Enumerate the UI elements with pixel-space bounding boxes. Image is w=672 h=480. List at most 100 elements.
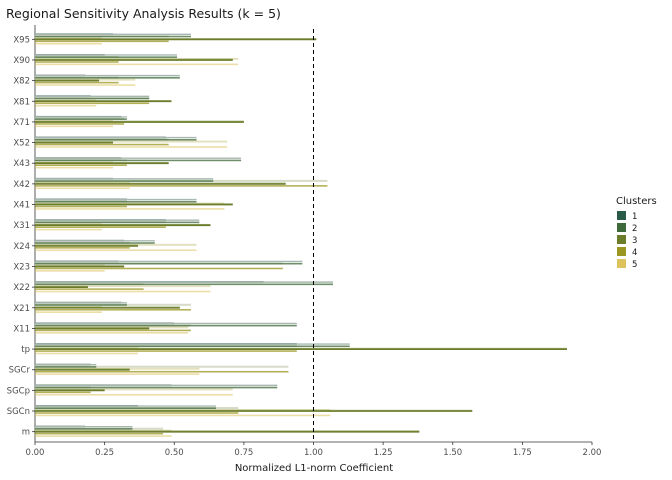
y-tick-label-X43: X43 bbox=[13, 159, 30, 169]
bar-X41-cluster-5 bbox=[35, 208, 225, 210]
bar-X11-cluster-2 bbox=[35, 324, 297, 327]
bar-SGCr-cluster-5 bbox=[35, 373, 200, 375]
bar-X42-cluster-4 bbox=[35, 185, 328, 187]
y-tick-label-X41: X41 bbox=[13, 201, 30, 211]
legend-label-5: 5 bbox=[632, 260, 637, 270]
x-tick-label: 0.50 bbox=[165, 448, 184, 458]
y-tick-label-X52: X52 bbox=[13, 139, 30, 149]
bar-X90-cluster-5 bbox=[35, 63, 239, 66]
y-tick-label-X42: X42 bbox=[13, 180, 30, 190]
legend-label-2: 2 bbox=[632, 224, 637, 234]
legend-swatch-3 bbox=[617, 235, 626, 244]
bar-X95-cluster-4 bbox=[35, 40, 169, 43]
bar-fill-X52-3 bbox=[35, 140, 228, 143]
bar-tp-cluster-2 bbox=[35, 345, 350, 348]
bar-X21-cluster-2 bbox=[35, 304, 127, 306]
legend-swatch-2 bbox=[617, 223, 626, 232]
x-tick-label: 1.25 bbox=[374, 448, 393, 458]
bar-X41-cluster-4 bbox=[35, 205, 127, 208]
y-tick-label-m: m bbox=[22, 428, 30, 438]
chart-title: Regional Sensitivity Analysis Results (k… bbox=[6, 6, 281, 21]
legend-label-4: 4 bbox=[632, 248, 637, 258]
bar-X43-cluster-2 bbox=[35, 159, 242, 162]
y-tick-label-X23: X23 bbox=[13, 262, 30, 272]
bar-X22-cluster-2 bbox=[35, 283, 333, 286]
y-tick-label-X11: X11 bbox=[13, 324, 30, 334]
bar-tp-cluster-5 bbox=[35, 352, 139, 355]
legend-label-1: 1 bbox=[632, 212, 637, 222]
bar-m-cluster-2 bbox=[35, 428, 133, 430]
bar-X24-cluster-2 bbox=[35, 242, 155, 244]
bar-X71-cluster-5 bbox=[35, 125, 113, 128]
bar-X23-cluster-5 bbox=[35, 270, 105, 272]
bar-X52-cluster-5 bbox=[35, 146, 228, 148]
x-tick-label: 0.75 bbox=[234, 448, 253, 458]
bar-X90-cluster-2 bbox=[35, 56, 178, 58]
bar-fill-SGCr-2 bbox=[35, 365, 289, 368]
y-tick-label-X81: X81 bbox=[13, 97, 30, 107]
bar-X95-cluster-5 bbox=[35, 42, 102, 45]
x-tick-label: 2.00 bbox=[583, 448, 602, 458]
bar-X71-cluster-2 bbox=[35, 118, 127, 120]
bar-X82-cluster-5 bbox=[35, 84, 136, 86]
y-tick-label-SGCp: SGCp bbox=[7, 386, 30, 396]
bar-X43-cluster-4 bbox=[35, 164, 127, 167]
bar-X23-cluster-4 bbox=[35, 267, 283, 270]
legend-title: Clusters bbox=[616, 196, 657, 207]
bar-SGCp-cluster-2 bbox=[35, 386, 278, 389]
y-tick-label-SGCr: SGCr bbox=[9, 366, 31, 376]
x-tick-label: 1.50 bbox=[443, 448, 462, 458]
y-tick-label-X22: X22 bbox=[13, 283, 30, 293]
bar-X24-cluster-5 bbox=[35, 249, 197, 252]
bar-m-cluster-4 bbox=[35, 432, 164, 435]
bar-X90-cluster-4 bbox=[35, 61, 119, 63]
bar-X31-cluster-4 bbox=[35, 226, 166, 228]
bar-X43-cluster-5 bbox=[35, 166, 113, 169]
bar-fill-SGCp-3 bbox=[35, 388, 233, 391]
bar-X11-cluster-4 bbox=[35, 329, 191, 332]
bar-tp-cluster-4 bbox=[35, 350, 297, 352]
bar-X81-cluster-5 bbox=[35, 104, 97, 107]
legend-swatch-5 bbox=[617, 259, 626, 268]
x-axis-ticks: 0.00 0.25 0.50 0.75 1.00 1.25 1.50 1.75 2.00 bbox=[26, 442, 602, 458]
x-tick-label: 1.75 bbox=[513, 448, 532, 458]
plot-area bbox=[34, 25, 592, 443]
bar-X81-cluster-4 bbox=[35, 102, 150, 105]
x-tick-label: 1.00 bbox=[304, 448, 323, 458]
bar-SGCr-cluster-4 bbox=[35, 370, 289, 373]
y-axis-ticks: X95 X90 X82 X81 X71 X52 X43 X42 X41 X31 X24 X23 X22 X… bbox=[7, 35, 35, 438]
bar-SGCp-cluster-5 bbox=[35, 393, 233, 396]
bar-X52-cluster-4 bbox=[35, 143, 169, 146]
y-tick-label-tp: tp bbox=[21, 345, 30, 355]
x-tick-label: 0.25 bbox=[95, 448, 114, 458]
legend-label-3: 3 bbox=[632, 236, 637, 246]
bar-X42-cluster-5 bbox=[35, 187, 130, 190]
bar-X42-cluster-2 bbox=[35, 180, 214, 182]
bar-X21-cluster-5 bbox=[35, 311, 102, 313]
bar-X41-cluster-2 bbox=[35, 200, 197, 203]
bar-X82-cluster-2 bbox=[35, 77, 180, 79]
y-tick-label-X95: X95 bbox=[13, 35, 30, 45]
bar-X31-cluster-5 bbox=[35, 228, 102, 231]
bar-X71-cluster-4 bbox=[35, 123, 125, 125]
bar-X21-cluster-4 bbox=[35, 308, 191, 311]
bar-m-cluster-5 bbox=[35, 435, 172, 437]
bar-SGCn-cluster-4 bbox=[35, 412, 239, 414]
bar-X24-cluster-4 bbox=[35, 247, 130, 249]
bar-X52-cluster-2 bbox=[35, 138, 197, 141]
bar-SGCr-cluster-2 bbox=[35, 366, 97, 368]
legend-swatch-1 bbox=[617, 211, 626, 220]
bar-SGCn-cluster-5 bbox=[35, 414, 331, 417]
x-axis-title: Normalized L1-norm Coefficient bbox=[235, 463, 393, 474]
bar-X82-cluster-4 bbox=[35, 81, 119, 84]
bar-fill-X22-3 bbox=[35, 285, 211, 288]
y-tick-label-X71: X71 bbox=[13, 118, 30, 128]
bar-X11-cluster-5 bbox=[35, 332, 189, 334]
y-tick-label-X31: X31 bbox=[13, 221, 30, 231]
x-tick-label: 0.00 bbox=[26, 448, 45, 458]
bar-X81-cluster-2 bbox=[35, 97, 150, 100]
y-tick-label-X82: X82 bbox=[13, 77, 30, 87]
y-tick-label-SGCn: SGCn bbox=[7, 407, 30, 417]
bar-SGCp-cluster-4 bbox=[35, 391, 91, 394]
